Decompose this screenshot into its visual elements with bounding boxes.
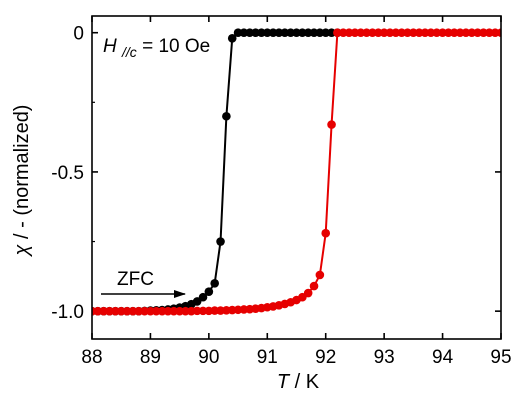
- data-point: [303, 288, 313, 298]
- field-value: = 10 Oe: [142, 36, 210, 57]
- x-tick-label: 90: [198, 347, 219, 368]
- plot-area: [92, 28, 501, 316]
- x-tick-label: 92: [315, 347, 336, 368]
- data-point: [227, 33, 237, 43]
- y-axis-symbol: χ: [11, 243, 33, 257]
- y-tick-label: -0.5: [51, 163, 84, 184]
- x-tick-label: 94: [432, 347, 454, 368]
- series-1: [92, 28, 501, 316]
- data-point: [315, 270, 325, 280]
- field-annotation: H //c = 10 Oe: [103, 36, 210, 62]
- plot-frame: [91, 15, 502, 340]
- data-point: [321, 228, 331, 238]
- y-axis-label: χ / - (normalized): [11, 105, 33, 258]
- data-point: [216, 237, 225, 246]
- x-axis-unit: / K: [295, 371, 320, 393]
- data-point: [204, 287, 214, 296]
- y-tick-label: -1.0: [51, 302, 84, 323]
- data-point: [210, 279, 219, 288]
- x-axis-label: T / K: [277, 371, 320, 393]
- zfc-label: ZFC: [117, 269, 154, 290]
- data-point: [198, 292, 208, 302]
- y-axis-rest: / - (normalized): [11, 105, 33, 239]
- x-tick-label: 88: [81, 347, 102, 368]
- x-tick-label: 91: [257, 347, 278, 368]
- y-axis-ticks: 0 -0.5 -1.0: [51, 24, 501, 323]
- x-tick-label: 93: [374, 347, 395, 368]
- x-tick-label: 95: [490, 347, 511, 368]
- data-point: [496, 28, 501, 38]
- data-point: [222, 111, 231, 121]
- x-axis-symbol: T: [277, 371, 291, 393]
- field-subscript: //c: [121, 44, 137, 60]
- data-point: [309, 281, 319, 291]
- x-tick-label: 89: [140, 347, 161, 368]
- field-symbol: H: [103, 36, 117, 57]
- y-tick-label: 0: [73, 24, 84, 45]
- data-point: [327, 120, 336, 129]
